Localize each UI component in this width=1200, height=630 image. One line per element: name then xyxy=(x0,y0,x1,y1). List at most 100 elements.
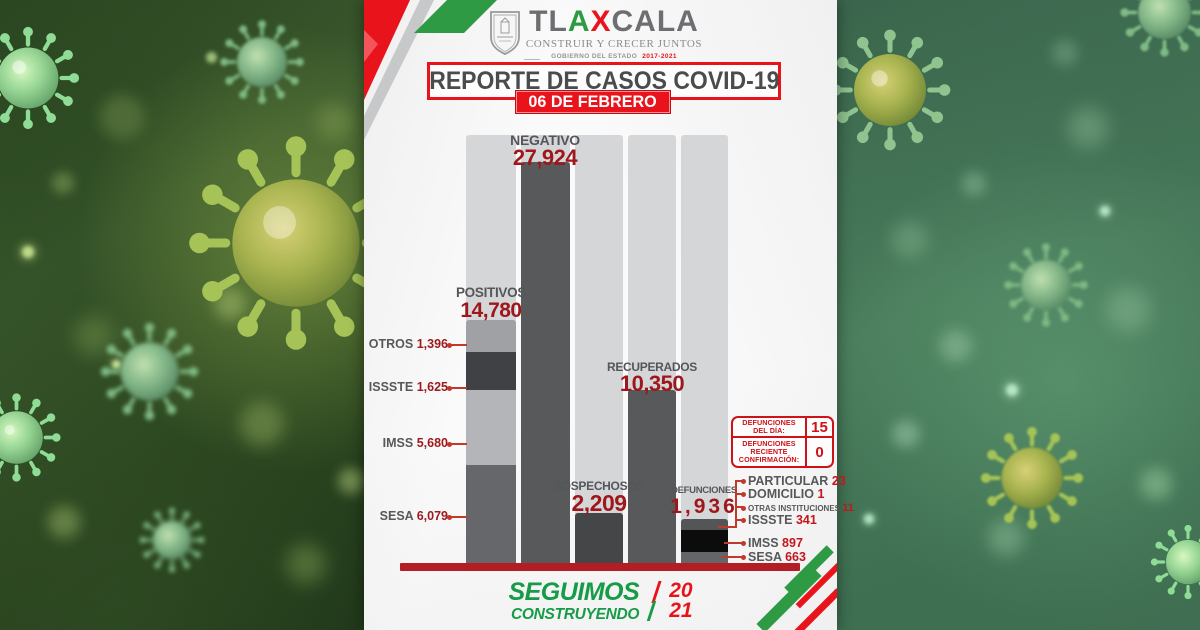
bar-track-sospechosos xyxy=(575,135,623,566)
breakdown-value: 1,396 xyxy=(416,337,448,351)
category-name: SOSPECHOSOS xyxy=(553,479,645,493)
breakdown-row-otras-instituciones: OTRAS INSTITUCIONES 11 xyxy=(741,502,854,514)
report-panel: TLAXCALA CONSTRUIR Y CRECER JUNTOS GOBIE… xyxy=(364,0,854,630)
stat-value: 15 xyxy=(807,418,832,438)
breakdown-row-imss: IMSS 5,680 xyxy=(360,436,448,450)
virus-particle xyxy=(100,322,199,421)
segment-imss xyxy=(466,390,516,465)
virus-particle xyxy=(980,426,1084,530)
brand-subline: GOBIERNO DEL ESTADO 2017-2021 xyxy=(524,53,704,60)
bokeh-spot xyxy=(206,52,217,63)
breakdown-row-sesa-def: SESA 663 xyxy=(741,550,806,564)
bar-sospechosos xyxy=(575,513,623,566)
brand-part: CALA xyxy=(611,5,699,38)
bar-negativo xyxy=(521,162,570,566)
year-bottom: 21 xyxy=(669,599,693,623)
bokeh-spot xyxy=(940,330,972,362)
brand-name: TLAXCALA xyxy=(524,6,704,38)
breakdown-label: IMSS xyxy=(382,436,414,450)
segment-def-bottom xyxy=(681,552,728,566)
label-sospechosos: SOSPECHOSOS 2,209 xyxy=(549,480,649,516)
slogan: SEGUIMOS CONSTRUYENDO xyxy=(508,580,639,623)
chart-baseline xyxy=(400,563,800,571)
bokeh-spot xyxy=(286,544,326,584)
bar-positivos xyxy=(466,320,516,566)
stat-value: 0 xyxy=(815,443,824,461)
virus-particle xyxy=(1150,524,1200,600)
segment-sesa xyxy=(466,465,516,566)
brand-tagline: CONSTRUIR Y CRECER JUNTOS xyxy=(525,38,703,50)
footer: SEGUIMOS CONSTRUYENDO 20 21 xyxy=(364,580,837,623)
connector-line xyxy=(718,526,737,528)
category-value: 2,209 xyxy=(571,490,627,517)
stat-label: DEFUNCIONES RECIENTE CONFIRMACIÓN: xyxy=(733,438,807,466)
breakdown-row-issste-def: ISSSTE 341 xyxy=(741,513,817,527)
bokeh-spot xyxy=(1068,108,1108,148)
bokeh-spot xyxy=(112,360,121,369)
breakdown-label: OTROS xyxy=(368,337,414,351)
connector-line xyxy=(735,480,743,482)
segment-def-black xyxy=(681,530,728,552)
breakdown-value: 11 xyxy=(842,502,854,514)
covid-bar-chart: POSITIVOS 14,780 NEGATIVO 27,924 SOSPECH… xyxy=(364,0,854,630)
tlaxcala-shield-logo xyxy=(490,11,520,55)
virus-particle xyxy=(1120,0,1200,57)
brand-block: TLAXCALA CONSTRUIR Y CRECER JUNTOS GOBIE… xyxy=(524,6,704,60)
breakdown-value: 1,625 xyxy=(416,380,448,394)
breakdown-value: 23 xyxy=(831,474,846,488)
report-date-box: 06 DE FEBRERO xyxy=(515,90,671,114)
segment-issste xyxy=(466,352,516,390)
bar-track-positivos xyxy=(466,135,516,566)
virus-particle xyxy=(189,136,403,350)
breakdown-value: 341 xyxy=(795,513,817,527)
breakdown-label: SESA xyxy=(748,550,782,564)
virus-particle xyxy=(0,393,61,482)
bokeh-spot xyxy=(1006,384,1018,396)
breakdown-row-imss-def: IMSS 897 xyxy=(741,536,803,550)
breakdown-row-issste: ISSSTE 1,625 xyxy=(360,380,448,394)
category-value: 10,350 xyxy=(619,371,685,397)
breakdown-label: IMSS xyxy=(748,536,779,550)
bar-defunciones xyxy=(681,519,728,566)
bokeh-spot xyxy=(1140,468,1172,500)
slogan-divider xyxy=(646,581,662,622)
connector-line xyxy=(447,385,467,391)
bar-recuperados xyxy=(628,390,676,566)
connector-bracket xyxy=(735,480,737,528)
brand-part: X xyxy=(590,5,612,38)
top-left-stripes xyxy=(364,0,514,160)
breakdown-label: DOMICILIO xyxy=(748,487,814,501)
breakdown-label: PARTICULAR xyxy=(748,474,829,488)
breakdown-value: 1 xyxy=(817,487,825,501)
bokeh-spot xyxy=(892,420,920,448)
breakdown-value: 6,079 xyxy=(416,509,448,523)
segment-otros xyxy=(466,320,516,352)
virus-particle xyxy=(0,26,80,130)
divider-red-slash xyxy=(651,581,662,604)
gov-years: 2017-2021 xyxy=(642,53,677,60)
brand-part: A xyxy=(567,5,591,38)
category-value: 27,924 xyxy=(512,145,578,171)
brand-part: TL xyxy=(529,5,568,38)
year-top: 20 xyxy=(669,579,693,603)
breakdown-label: OTRAS INSTITUCIONES xyxy=(748,504,841,513)
virus-particle xyxy=(829,29,951,151)
divider-green-slash xyxy=(646,601,657,622)
bar-track-recuperados xyxy=(628,135,676,566)
category-value: 14,780 xyxy=(460,298,522,322)
category-name: POSITIVOS xyxy=(455,285,527,300)
breakdown-row-particular: PARTICULAR 23 xyxy=(741,474,846,488)
report-title: REPORTE DE CASOS COVID-19 xyxy=(428,66,780,95)
bokeh-spot xyxy=(864,514,874,524)
connector-line xyxy=(447,342,467,348)
breakdown-label: ISSSTE xyxy=(748,513,793,527)
breakdown-label: ISSSTE xyxy=(368,380,414,394)
bokeh-spot xyxy=(962,172,986,196)
category-value: 1,936 xyxy=(670,494,738,518)
bokeh-spot xyxy=(892,222,928,258)
breakdown-value: 5,680 xyxy=(416,436,448,450)
defunciones-stats-box: DEFUNCIONES DEL DÍA: 15 DEFUNCIONES RECI… xyxy=(731,416,834,468)
breakdown-row-domicilio: DOMICILIO 1 xyxy=(740,487,825,501)
bar-track-negativo xyxy=(521,135,570,566)
